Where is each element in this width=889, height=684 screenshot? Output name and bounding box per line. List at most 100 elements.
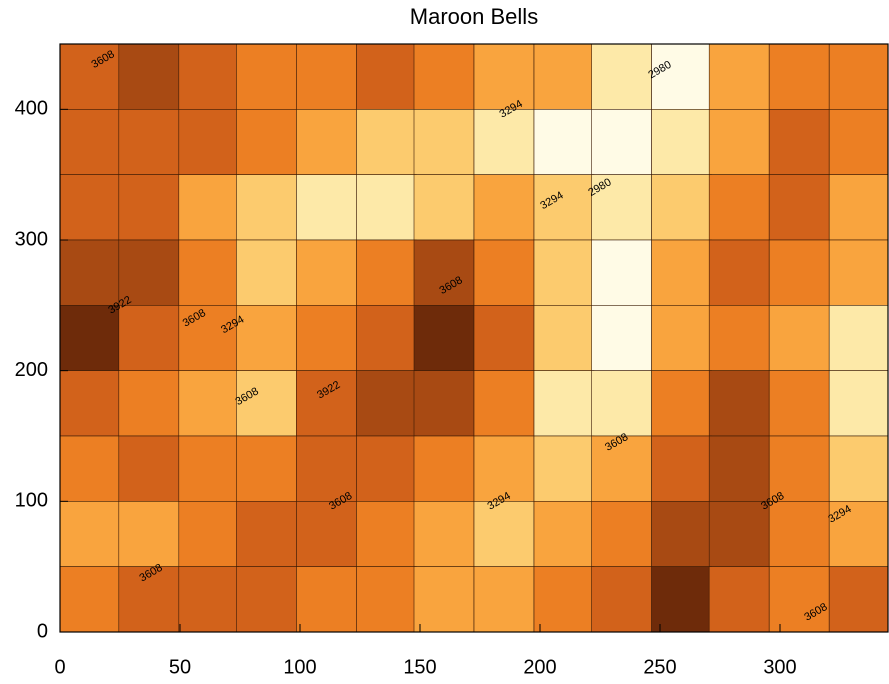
elevation-cell [769,567,829,632]
elevation-cell [769,240,829,305]
elevation-cell [769,501,829,566]
elevation-cell [296,109,356,174]
y-tick-label: 0 [37,620,48,642]
elevation-cell [60,567,119,632]
elevation-cell [474,175,534,240]
elevation-cell [236,501,296,566]
elevation-cell [709,240,769,305]
elevation-cell [769,175,829,240]
elevation-cell [592,501,652,566]
elevation-cell [179,44,239,109]
elevation-cell [474,44,534,109]
elevation-cell [709,305,769,370]
elevation-cell [829,436,888,501]
elevation-cell [356,436,416,501]
elevation-cell [119,109,179,174]
elevation-cell [592,305,652,370]
x-tick-label: 100 [283,656,316,678]
elevation-cell [592,240,652,305]
elevation-cell [414,436,474,501]
x-tick-label: 150 [403,656,436,678]
elevation-cell [829,567,888,632]
elevation-cell [652,175,712,240]
x-tick-label: 0 [54,656,65,678]
elevation-cell [829,109,888,174]
elevation-cell [236,436,296,501]
elevation-cell [179,109,239,174]
chart-title: Maroon Bells [410,4,538,29]
elevation-cell [356,371,416,436]
elevation-cell [236,567,296,632]
elevation-cell [474,567,534,632]
elevation-cell [119,371,179,436]
elevation-cell [534,567,594,632]
elevation-cell [534,305,594,370]
elevation-cell [179,175,239,240]
elevation-cell [356,501,416,566]
elevation-cell [474,501,534,566]
elevation-cell [414,109,474,174]
elevation-cell [236,44,296,109]
elevation-cell [534,240,594,305]
elevation-cell [179,240,239,305]
elevation-cell [592,44,652,109]
elevation-cell [534,44,594,109]
elevation-cell [709,44,769,109]
elevation-cell [709,436,769,501]
elevation-cell [414,305,474,370]
y-tick-label: 200 [15,359,48,381]
chart: Maroon Bells 360829803294392236083294329… [0,0,889,684]
elevation-cell [474,305,534,370]
y-tick-label: 400 [15,98,48,120]
elevation-cell [652,436,712,501]
elevation-cell [296,371,356,436]
elevation-cell [356,567,416,632]
elevation-cell [414,44,474,109]
elevation-cell [119,501,179,566]
elevation-cell [709,109,769,174]
elevation-cell [119,305,179,370]
elevation-cell [829,305,888,370]
elevation-cell [829,371,888,436]
elevation-cell [414,175,474,240]
elevation-cell [769,109,829,174]
elevation-cell [592,371,652,436]
elevation-cell [60,109,119,174]
elevation-cell [236,175,296,240]
elevation-cell [652,305,712,370]
elevation-cell [709,501,769,566]
elevation-cell [60,436,119,501]
elevation-cell [474,240,534,305]
elevation-cell [60,371,119,436]
elevation-cell [236,240,296,305]
elevation-cell [709,567,769,632]
elevation-cell [179,371,239,436]
elevation-cell [769,371,829,436]
elevation-cell [119,44,179,109]
elevation-cell [296,501,356,566]
elevation-cell [296,175,356,240]
elevation-cell [534,371,594,436]
elevation-cell [60,305,119,370]
elevation-cell [296,44,356,109]
elevation-cell [592,567,652,632]
elevation-cell [534,436,594,501]
elevation-cell [829,240,888,305]
elevation-cell [356,240,416,305]
elevation-cell [474,371,534,436]
elevation-cell [592,109,652,174]
elevation-cell [652,44,712,109]
elevation-cell [414,567,474,632]
x-tick-label: 50 [169,656,191,678]
y-tick-label: 300 [15,228,48,250]
elevation-cell [119,175,179,240]
elevation-cell [652,240,712,305]
elevation-cell [119,436,179,501]
elevation-cell [356,175,416,240]
elevation-cell [414,371,474,436]
elevation-cell [296,305,356,370]
x-tick-label: 300 [763,656,796,678]
y-tick-label: 100 [15,490,48,512]
elevation-cell [236,305,296,370]
elevation-cell [534,501,594,566]
